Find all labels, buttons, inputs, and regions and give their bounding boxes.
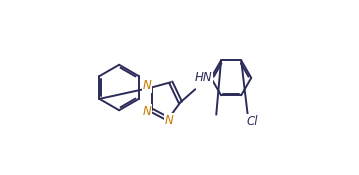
Text: HN: HN bbox=[194, 71, 212, 84]
Text: N: N bbox=[143, 105, 151, 118]
Text: N: N bbox=[165, 114, 173, 127]
Text: N: N bbox=[143, 79, 151, 92]
Text: Cl: Cl bbox=[247, 115, 258, 128]
